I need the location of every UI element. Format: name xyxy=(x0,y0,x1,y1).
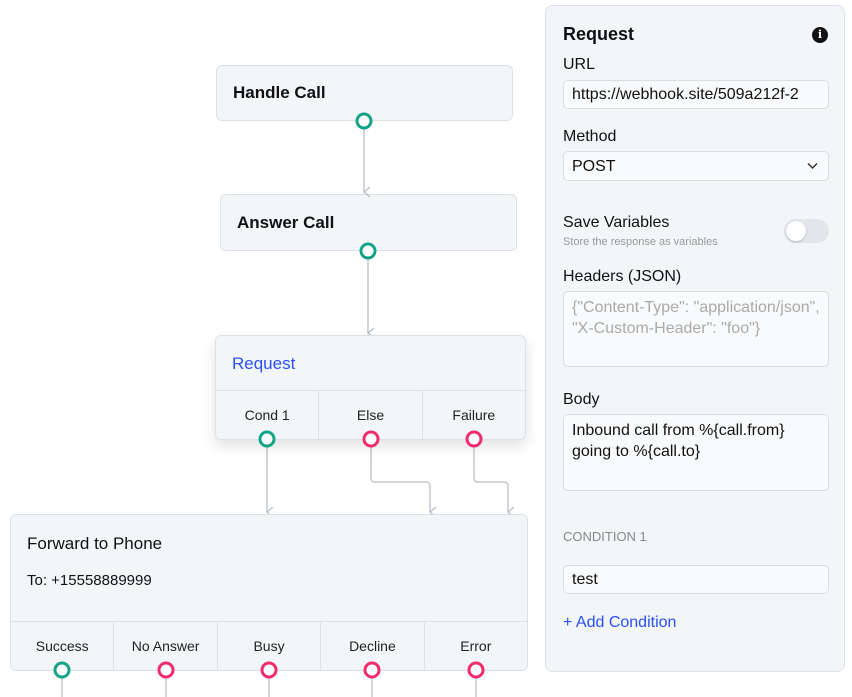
url-input[interactable]: https://webhook.site/509a212f-2 xyxy=(563,80,829,109)
url-label: URL xyxy=(563,56,596,73)
output-decline: Decline xyxy=(320,622,423,670)
method-value: POST xyxy=(572,158,616,175)
node-title: Handle Call xyxy=(233,83,326,102)
output-success: Success xyxy=(35,638,89,654)
output-handle[interactable] xyxy=(359,242,377,260)
body-label: Body xyxy=(563,391,600,408)
output-cond-1: Cond 1 xyxy=(244,407,290,423)
forward-to-number: To: +15558889999 xyxy=(27,572,152,589)
node-title: Forward to Phone xyxy=(27,534,163,553)
output-failure: Failure xyxy=(421,391,525,439)
node-request[interactable]: Request Cond 1 Else Failure xyxy=(215,335,526,440)
save-variables-toggle[interactable] xyxy=(784,219,829,243)
success-handle[interactable] xyxy=(53,661,71,679)
output-no-answer: No Answer xyxy=(113,622,216,670)
edge xyxy=(473,439,508,512)
request-settings-panel: Request i URL https://webhook.site/509a2… xyxy=(545,5,845,672)
condition-1-label: CONDITION 1 xyxy=(563,529,647,544)
condition-1-input[interactable]: test xyxy=(563,565,829,594)
else-handle[interactable] xyxy=(362,430,380,448)
info-icon[interactable]: i xyxy=(812,27,828,43)
output-handle[interactable] xyxy=(355,112,373,130)
panel-title: Request xyxy=(563,24,635,44)
no-answer-handle[interactable] xyxy=(157,661,175,679)
add-condition-button[interactable]: + Add Condition xyxy=(563,614,677,631)
failure-handle[interactable] xyxy=(465,430,483,448)
node-answer-call[interactable]: Answer Call xyxy=(220,194,517,251)
save-variables-hint: Store the response as variables xyxy=(563,236,718,248)
node-forward-to-phone[interactable]: Forward to Phone To: +15558889999 Succes… xyxy=(10,514,528,671)
method-label: Method xyxy=(563,128,617,145)
headers-textarea[interactable]: {"Content-Type": "application/json", "X-… xyxy=(563,291,829,367)
output-busy: Busy xyxy=(216,622,320,670)
error-handle[interactable] xyxy=(467,661,485,679)
chevron-down-icon xyxy=(807,162,818,170)
output-else: Else xyxy=(318,391,421,439)
node-title: Answer Call xyxy=(237,213,335,232)
cond-1-handle[interactable] xyxy=(258,430,276,448)
output-error: Error xyxy=(423,622,527,670)
body-textarea[interactable]: Inbound call from %{call.from} going to … xyxy=(563,414,829,491)
method-select[interactable]: POST xyxy=(563,151,829,181)
edge xyxy=(370,439,430,512)
busy-handle[interactable] xyxy=(260,661,278,679)
save-variables-label: Save Variables xyxy=(563,214,670,231)
headers-label: Headers (JSON) xyxy=(563,268,682,285)
node-title: Request xyxy=(232,354,296,373)
decline-handle[interactable] xyxy=(363,661,381,679)
